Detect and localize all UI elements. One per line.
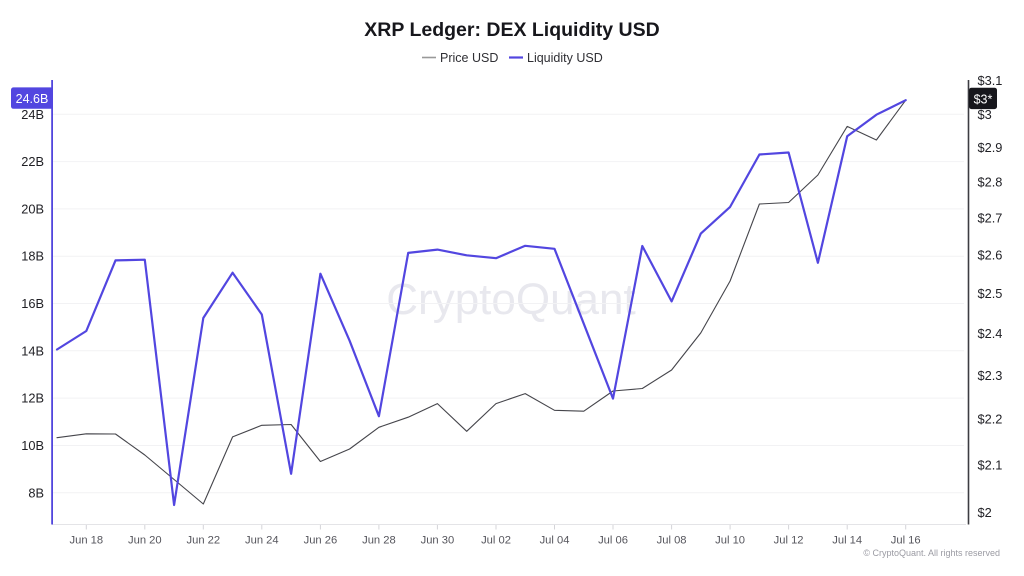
svg-text:Jun 22: Jun 22	[187, 535, 221, 547]
svg-text:22B: 22B	[21, 154, 44, 169]
svg-text:Jun 26: Jun 26	[304, 535, 338, 547]
svg-text:20B: 20B	[21, 201, 44, 216]
svg-text:$2.5: $2.5	[978, 286, 1003, 301]
svg-text:XRP Ledger: DEX Liquidity USD: XRP Ledger: DEX Liquidity USD	[364, 19, 659, 41]
svg-text:Jul 16: Jul 16	[891, 535, 921, 547]
svg-text:Jun 30: Jun 30	[421, 535, 455, 547]
svg-text:Jun 24: Jun 24	[245, 535, 279, 547]
svg-text:$2.1: $2.1	[978, 457, 1003, 472]
svg-text:Jul 12: Jul 12	[774, 535, 804, 547]
svg-text:© CryptoQuant. All rights rese: © CryptoQuant. All rights reserved	[863, 548, 1000, 558]
svg-text:$3*: $3*	[974, 92, 993, 106]
svg-text:$2.4: $2.4	[978, 326, 1003, 341]
svg-text:Jul 02: Jul 02	[481, 535, 511, 547]
svg-text:Jul 14: Jul 14	[832, 535, 862, 547]
svg-text:24.6B: 24.6B	[16, 92, 49, 106]
svg-text:Jun 28: Jun 28	[362, 535, 396, 547]
svg-text:$2.7: $2.7	[978, 210, 1003, 225]
svg-text:Price USD: Price USD	[440, 51, 498, 65]
svg-text:Jul 06: Jul 06	[598, 535, 628, 547]
svg-text:Jul 04: Jul 04	[540, 535, 570, 547]
svg-text:16B: 16B	[21, 296, 44, 311]
svg-text:$3: $3	[978, 107, 992, 122]
svg-text:$3.1: $3.1	[978, 73, 1003, 88]
svg-text:24B: 24B	[21, 107, 44, 122]
svg-text:14B: 14B	[21, 343, 44, 358]
svg-text:$2: $2	[978, 505, 992, 520]
svg-text:18B: 18B	[21, 249, 44, 264]
svg-text:$2.6: $2.6	[978, 247, 1003, 262]
svg-text:CryptoQuant: CryptoQuant	[386, 275, 635, 324]
svg-text:8B: 8B	[28, 485, 44, 500]
svg-text:Jul 08: Jul 08	[657, 535, 687, 547]
svg-text:12B: 12B	[21, 391, 44, 406]
svg-text:$2.3: $2.3	[978, 368, 1003, 383]
svg-text:Jul 10: Jul 10	[715, 535, 745, 547]
svg-text:$2.2: $2.2	[978, 412, 1003, 427]
svg-text:$2.9: $2.9	[978, 140, 1003, 155]
svg-text:Jun 20: Jun 20	[128, 535, 162, 547]
svg-text:Jun 18: Jun 18	[70, 535, 104, 547]
svg-text:$2.8: $2.8	[978, 175, 1003, 190]
svg-text:10B: 10B	[21, 438, 44, 453]
svg-text:Liquidity USD: Liquidity USD	[527, 51, 603, 65]
